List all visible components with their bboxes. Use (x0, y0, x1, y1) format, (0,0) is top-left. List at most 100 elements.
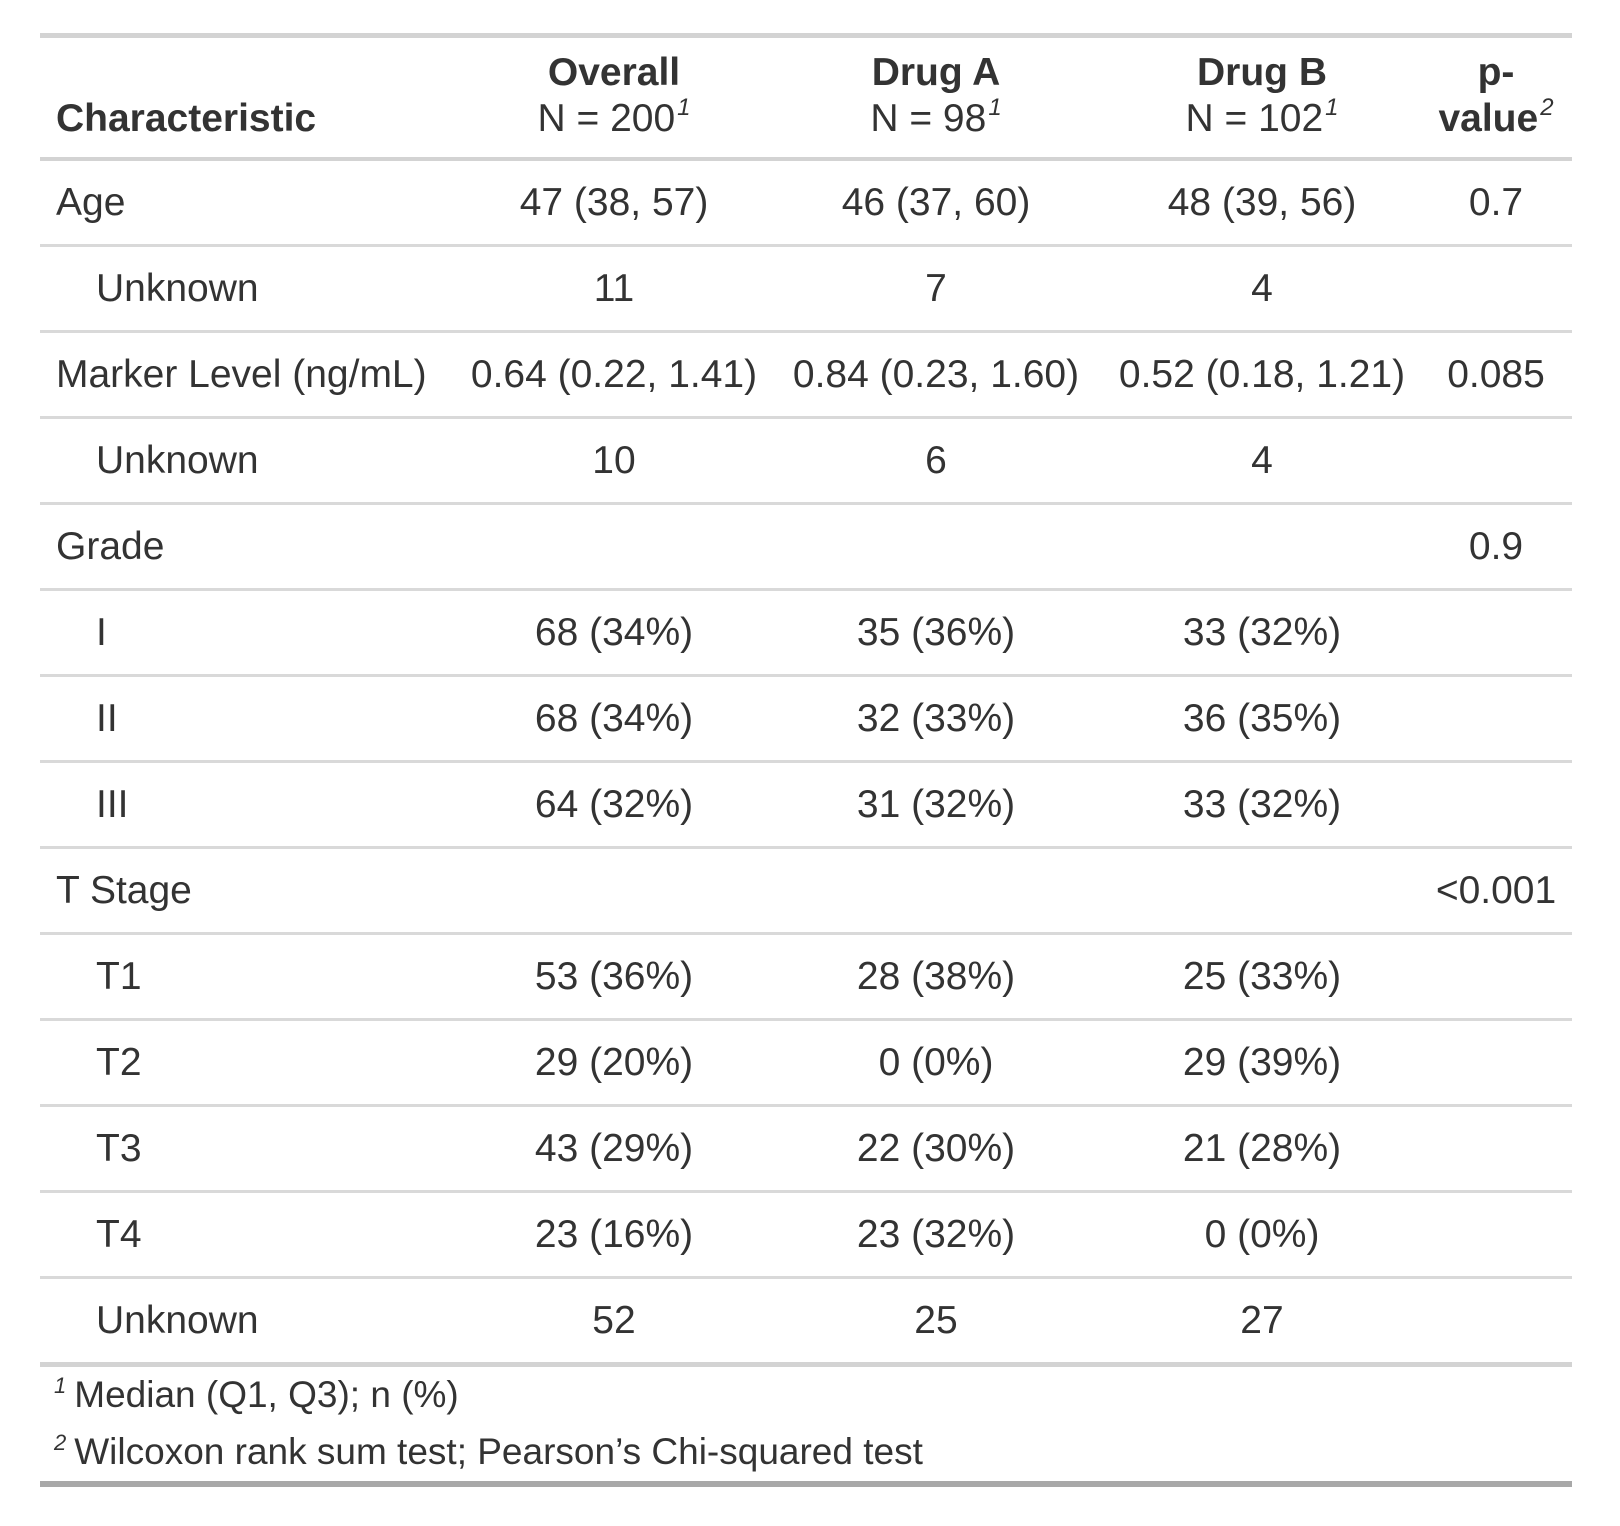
cell-overall: 29 (20%) (534, 1041, 694, 1084)
table-header: Characteristic Overall N = 2001 Drug A N… (40, 35, 1572, 160)
header-label: Drug A (871, 51, 1001, 94)
header-label: Drug B (1197, 51, 1327, 94)
table-row: T1 53 (36%) 28 (38%) 25 (33%) (40, 934, 1572, 1020)
cell-p-value: <0.001 (1435, 869, 1557, 912)
cell-overall: 0.64 (0.22, 1.41) (470, 353, 758, 396)
cell-drug-a: 35 (36%) (856, 611, 1016, 654)
cell-p-value (1420, 1278, 1572, 1365)
cell-drug-a: 0 (0%) (878, 1041, 994, 1084)
table-row: Marker Level (ng/mL) 0.64 (0.22, 1.41) 0… (40, 332, 1572, 418)
cell-p-value (1420, 1020, 1572, 1106)
cell-p-value (1420, 762, 1572, 848)
table-row: II 68 (34%) 32 (33%) 36 (35%) (40, 676, 1572, 762)
cell-drug-a: 7 (925, 267, 947, 310)
cell-drug-a: 6 (925, 439, 947, 482)
footnote-mark: 2 (1540, 94, 1554, 121)
cell-overall: 43 (29%) (534, 1127, 694, 1170)
cell-drug-b: 0 (0%) (1204, 1213, 1320, 1256)
cell-overall: 10 (592, 439, 636, 482)
header-row: Characteristic Overall N = 2001 Drug A N… (40, 36, 1572, 160)
cell-drug-b: 4 (1251, 267, 1273, 310)
cell-overall: 47 (38, 57) (519, 181, 709, 224)
row-label: Unknown (96, 439, 259, 482)
row-label: Unknown (96, 267, 259, 310)
footnote-row: 1 Median (Q1, Q3); n (%) (40, 1365, 1572, 1425)
cell-drug-a: 46 (37, 60) (841, 181, 1031, 224)
row-label: Age (56, 181, 126, 224)
table-row: T2 29 (20%) 0 (0%) 29 (39%) (40, 1020, 1572, 1106)
cell-p-value (1420, 246, 1572, 332)
cell-p-value (1420, 1106, 1572, 1192)
footnote-mark: 2 (54, 1430, 67, 1455)
row-label: I (96, 611, 107, 654)
table-footnotes: 1 Median (Q1, Q3); n (%) 2 Wilcoxon rank s… (40, 1364, 1572, 1484)
cell-overall: 52 (592, 1299, 636, 1342)
cell-overall: 64 (32%) (534, 783, 694, 826)
column-header-p-value: p-value2 (1420, 36, 1572, 160)
table-row: Unknown 10 6 4 (40, 418, 1572, 504)
cell-drug-b: 33 (32%) (1182, 611, 1342, 654)
table-row: Unknown 11 7 4 (40, 246, 1572, 332)
cell-p-value (1420, 676, 1572, 762)
cell-drug-a: 28 (38%) (856, 955, 1016, 998)
row-label: T1 (96, 955, 142, 998)
row-label: T4 (96, 1213, 142, 1256)
cell-p-value (1420, 1192, 1572, 1278)
row-label: T Stage (56, 869, 192, 912)
cell-drug-a: 0.84 (0.23, 1.60) (792, 353, 1080, 396)
cell-p-value (1420, 590, 1572, 676)
cell-drug-a: 31 (32%) (856, 783, 1016, 826)
table-row: T4 23 (16%) 23 (32%) 0 (0%) (40, 1192, 1572, 1278)
cell-p-value: 0.9 (1468, 525, 1524, 568)
cell-p-value: 0.7 (1468, 181, 1524, 224)
footnote-2: 2 Wilcoxon rank sum test; Pearson’s Chi-s… (40, 1424, 1572, 1484)
footnote-mark: 1 (677, 94, 691, 121)
row-label: Unknown (96, 1299, 259, 1342)
header-sublabel: N = 981 (870, 94, 1002, 141)
row-label: T3 (96, 1127, 142, 1170)
row-label: III (96, 783, 129, 826)
table-row: Age 47 (38, 57) 46 (37, 60) 48 (39, 56) … (40, 159, 1572, 246)
header-sublabel: N = 2001 (537, 94, 691, 141)
cell-overall: 68 (34%) (534, 611, 694, 654)
row-label: T2 (96, 1041, 142, 1084)
header-sublabel: N = 1021 (1185, 94, 1339, 141)
table-row: T Stage <0.001 (40, 848, 1572, 934)
cell-drug-a: 22 (30%) (856, 1127, 1016, 1170)
cell-drug-b: 36 (35%) (1182, 697, 1342, 740)
cell-overall (460, 848, 768, 934)
cell-drug-b: 33 (32%) (1182, 783, 1342, 826)
footnote-mark: 1 (1325, 94, 1339, 121)
cell-p-value (1420, 934, 1572, 1020)
cell-overall (460, 504, 768, 590)
cell-drug-b: 4 (1251, 439, 1273, 482)
cell-drug-b: 48 (39, 56) (1167, 181, 1357, 224)
column-header-overall: Overall N = 2001 (460, 36, 768, 160)
footnote-1: 1 Median (Q1, Q3); n (%) (40, 1365, 1572, 1425)
table-row: T3 43 (29%) 22 (30%) 21 (28%) (40, 1106, 1572, 1192)
cell-drug-a: 25 (914, 1299, 958, 1342)
cell-drug-b: 29 (39%) (1182, 1041, 1342, 1084)
cell-p-value (1420, 418, 1572, 504)
cell-drug-b: 27 (1240, 1299, 1284, 1342)
column-header-drug-a: Drug A N = 981 (768, 36, 1104, 160)
cell-drug-a (768, 848, 1104, 934)
table-row: Grade 0.9 (40, 504, 1572, 590)
header-label: Overall (547, 51, 681, 94)
cell-drug-a (768, 504, 1104, 590)
footnote-mark: 1 (54, 1373, 67, 1398)
cell-overall: 11 (593, 267, 635, 310)
footnote-text: Wilcoxon rank sum test; Pearson’s Chi-sq… (74, 1431, 923, 1472)
cell-p-value: 0.085 (1447, 353, 1545, 396)
row-label: Marker Level (ng/mL) (56, 353, 427, 396)
table-row: I 68 (34%) 35 (36%) 33 (32%) (40, 590, 1572, 676)
cell-overall: 23 (16%) (534, 1213, 694, 1256)
cell-overall: 53 (36%) (534, 955, 694, 998)
table-row: Unknown 52 25 27 (40, 1278, 1572, 1365)
row-label: Grade (56, 525, 165, 568)
table-body: Age 47 (38, 57) 46 (37, 60) 48 (39, 56) … (40, 159, 1572, 1365)
cell-drug-b (1104, 848, 1420, 934)
cell-drug-a: 23 (32%) (856, 1213, 1016, 1256)
row-label: II (96, 697, 118, 740)
